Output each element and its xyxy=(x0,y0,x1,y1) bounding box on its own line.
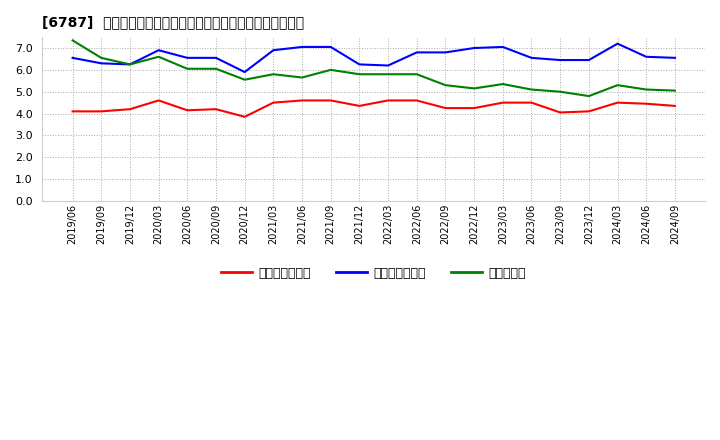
Text: [6787]  売上債権回転率、買入債務回転率、在庫回転率の推移: [6787] 売上債権回転率、買入債務回転率、在庫回転率の推移 xyxy=(42,15,305,29)
Legend: 売上債権回転率, 買入債務回転率, 在庫回転率: 売上債権回転率, 買入債務回転率, 在庫回転率 xyxy=(216,262,531,285)
